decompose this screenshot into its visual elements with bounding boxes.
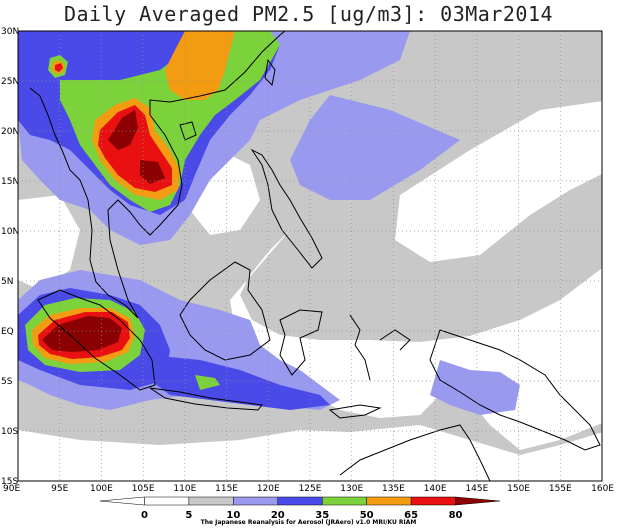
lon-tick-label: 145E [465, 484, 488, 494]
lon-tick-label: 115E [215, 484, 238, 494]
lat-tick-label: 25N [1, 77, 19, 87]
colorbar-label: 65 [404, 510, 418, 521]
coast-borneo [179, 261, 271, 361]
colorbar-swatch [277, 496, 323, 506]
lon-tick-label: 90E [3, 484, 20, 494]
colorbar-swatch [144, 496, 190, 506]
lon-tick-label: 95E [51, 484, 68, 494]
colorbar-swatch [233, 496, 279, 506]
colorbar-label: 0 [141, 510, 148, 521]
map-title: Daily Averaged PM2.5 [ug/m3]: 03Mar2014 [63, 2, 554, 26]
lat-tick-label: 20N [1, 127, 19, 137]
lon-tick-label: 160E [591, 484, 614, 494]
colorbar-swatch [99, 496, 145, 506]
lat-tick-label: 30N [1, 27, 19, 37]
coastlines [29, 31, 601, 481]
colorbar-swatch [321, 496, 367, 506]
colorbar-swatch [188, 496, 234, 506]
coast-australia [339, 424, 491, 481]
colorbar-swatch [455, 496, 501, 506]
plot-frame [17, 30, 603, 482]
lon-tick-label: 155E [549, 484, 572, 494]
field-white-south [18, 425, 602, 481]
grid-lines [18, 31, 602, 481]
colorbar-label: 5 [185, 510, 192, 521]
field-darkred-sumatra [42, 316, 122, 352]
lon-tick-label: 135E [382, 484, 405, 494]
field-white-west [18, 195, 80, 290]
coast-java [149, 387, 263, 411]
lon-tick-label: 100E [90, 484, 113, 494]
field-darkred-indochina-2 [140, 160, 165, 184]
coast-mainland [29, 31, 286, 319]
lon-tick-label: 110E [173, 484, 196, 494]
colorbar-label: 35 [315, 510, 329, 521]
field-lightblue-east [430, 360, 520, 415]
lon-tick-label: 125E [299, 484, 322, 494]
field-darkred-indochina [108, 110, 138, 150]
field-blue-java [150, 355, 330, 410]
lat-tick-label: EQ [1, 327, 14, 337]
lon-tick-label: 105E [132, 484, 155, 494]
colorbar: 0 5 10 20 35 50 65 80 [99, 496, 501, 521]
lat-axis: 30N 25N 20N 15N 10N 5N EQ 5S 10S 15S [1, 27, 19, 487]
field-white-east [395, 101, 602, 262]
coast-hainan [179, 121, 197, 141]
colorbar-label: 10 [226, 510, 240, 521]
lon-axis: 90E 95E 100E 105E 110E 115E 120E 125E 130E 135E 14… [3, 484, 614, 494]
lat-tick-label: 15N [1, 177, 19, 187]
coast-moluccas [349, 314, 411, 381]
coast-sumatra [37, 289, 156, 391]
lat-tick-label: 15S [1, 477, 18, 487]
lat-tick-label: 10S [1, 427, 18, 437]
coast-timor [328, 404, 382, 419]
field-red-myanmar-spot [55, 63, 63, 72]
colorbar-label: 50 [360, 510, 374, 521]
field-orange-north [165, 31, 235, 100]
lon-tick-label: 140E [424, 484, 447, 494]
coast-philippines [250, 148, 323, 269]
lat-tick-label: 5S [1, 377, 13, 387]
colorbar-swatch [410, 496, 456, 506]
lon-tick-label: 120E [257, 484, 280, 494]
field-green-java [195, 375, 220, 390]
lon-tick-label: 130E [340, 484, 363, 494]
coast-newguinea [429, 329, 601, 451]
lon-tick-label: 150E [507, 484, 530, 494]
lat-tick-label: 10N [1, 227, 19, 237]
coast-taiwan [264, 58, 276, 87]
colorbar-label: 20 [271, 510, 285, 521]
coast-sulawesi [279, 309, 323, 376]
lat-tick-label: 5N [1, 277, 13, 287]
colorbar-label: 80 [449, 510, 463, 521]
credit-line: The Japanese Reanalysis for Aerosol (JRA… [200, 519, 417, 526]
colorbar-swatch [366, 496, 412, 506]
concentration-field [18, 31, 602, 481]
field-lightblue-band [290, 95, 460, 200]
